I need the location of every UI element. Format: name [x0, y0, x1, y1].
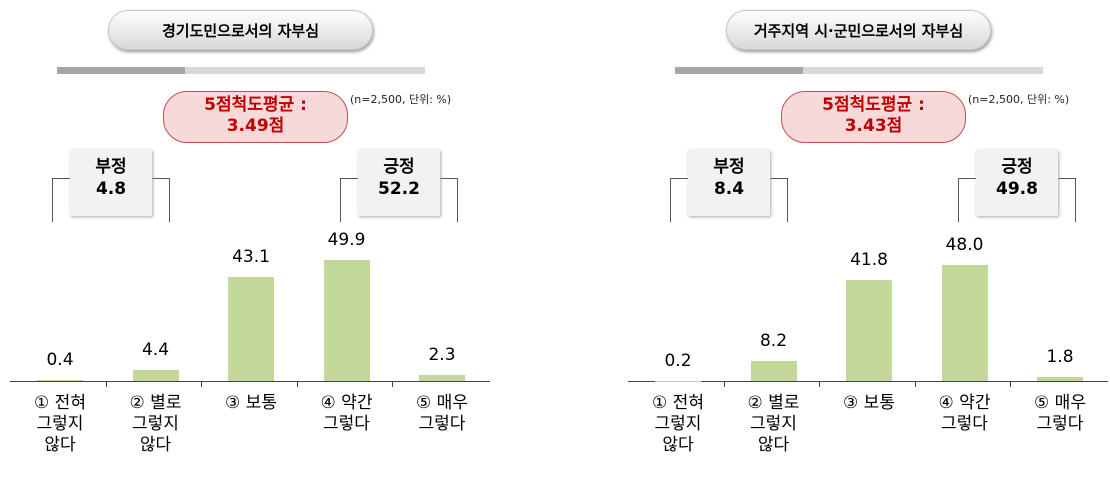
- x-tick-label: ⑤ 매우 그렇다: [1034, 393, 1086, 434]
- progress-fill: [675, 67, 803, 74]
- bar: [1037, 376, 1083, 381]
- value-label: 2.3: [428, 345, 456, 366]
- bar: [228, 276, 274, 381]
- negative-box: 부정 4.8: [70, 150, 152, 216]
- value-label: 49.9: [327, 230, 366, 251]
- chart-title: 거주지역 시·군민으로서의 자부심: [726, 10, 991, 50]
- baseline: [628, 381, 1108, 382]
- average-text: 5점척도평균 :: [822, 95, 925, 115]
- progress-track: [675, 67, 1043, 74]
- tick: [201, 381, 202, 387]
- bar: [37, 380, 83, 381]
- chart-title: 경기도민으로서의 자부심: [108, 10, 373, 50]
- value-label: 48.0: [945, 234, 984, 255]
- positive-text: 49.8: [996, 179, 1038, 199]
- tick: [914, 381, 916, 387]
- x-tick-label: ② 별로 그렇지 않다: [129, 393, 182, 455]
- value-label: 41.8: [850, 249, 888, 270]
- positive-box: 긍정 52.2: [358, 150, 440, 216]
- x-tick-label: ① 전혀 그렇지 않다: [652, 393, 704, 455]
- bar: [846, 279, 892, 381]
- x-tick-label: ⑤ 매우 그렇다: [416, 393, 468, 434]
- tick: [105, 381, 107, 387]
- x-tick-label: ② 별로 그렇지 않다: [747, 393, 800, 455]
- bar: [750, 361, 797, 381]
- negative-text: 부정: [713, 157, 745, 177]
- x-tick-label: ③ 보통: [225, 393, 277, 413]
- x-tick-label: ④ 약간 그렇다: [938, 393, 991, 434]
- bar: [132, 370, 179, 381]
- average-pill: 5점척도평균 :3.43점: [781, 91, 966, 143]
- value-label: 0.2: [664, 350, 692, 371]
- value-label: 1.8: [1046, 346, 1074, 367]
- value-label: 43.1: [232, 246, 270, 267]
- bar: [941, 264, 988, 381]
- negative-text: 4.8: [95, 179, 127, 199]
- value-label: 8.2: [759, 331, 788, 352]
- progress-track: [57, 67, 425, 74]
- x-tick-label: ④ 약간 그렇다: [320, 393, 373, 434]
- positive-text: 52.2: [378, 179, 420, 199]
- positive-box: 긍정 49.8: [976, 150, 1058, 216]
- baseline: [10, 381, 490, 382]
- bar: [419, 375, 465, 381]
- bar: [323, 260, 370, 381]
- average-text: 3.49점: [226, 116, 285, 136]
- tick: [296, 381, 298, 387]
- positive-text: 긍정: [383, 157, 415, 177]
- note: (n=2,500, 단위: %): [350, 93, 452, 106]
- tick: [1010, 381, 1011, 387]
- negative-box: 부정 8.4: [688, 150, 770, 216]
- progress-fill: [57, 67, 185, 74]
- positive-text: 긍정: [1001, 157, 1033, 177]
- average-text: 3.43점: [844, 116, 903, 136]
- tick: [392, 381, 393, 387]
- value-label: 4.4: [141, 340, 170, 361]
- average-text: 5점척도평균 :: [204, 95, 307, 115]
- tick: [819, 381, 820, 387]
- tick: [723, 381, 725, 387]
- note: (n=2,500, 단위: %): [968, 93, 1070, 106]
- value-label: 0.4: [46, 350, 74, 371]
- x-tick-label: ③ 보통: [843, 393, 895, 413]
- average-pill: 5점척도평균 :3.49점: [163, 91, 348, 143]
- negative-text: 8.4: [713, 179, 745, 199]
- x-tick-label: ① 전혀 그렇지 않다: [34, 393, 86, 455]
- negative-text: 부정: [95, 157, 127, 177]
